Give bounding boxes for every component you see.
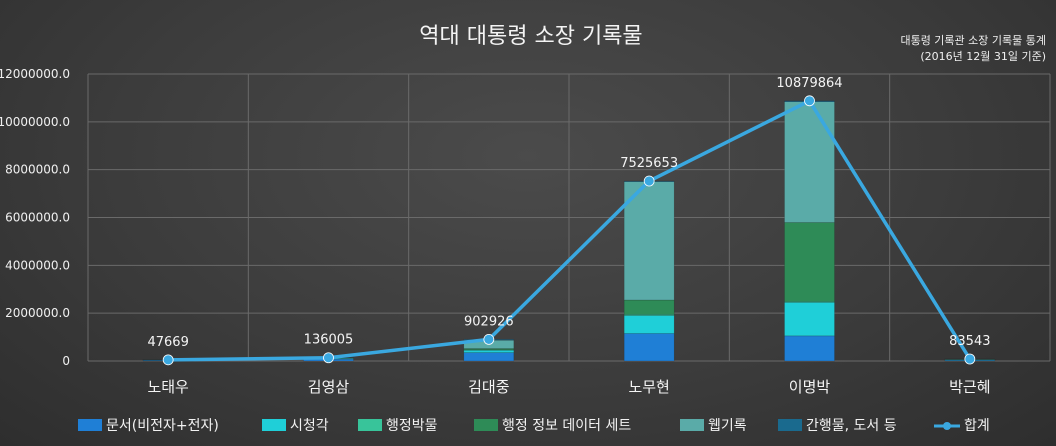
total-point (643, 175, 655, 187)
legend-label: 간행물, 도서 등 (806, 418, 897, 434)
y-tick-label: 0 (62, 354, 70, 368)
x-tick-label: 이명박 (789, 378, 831, 396)
bar-segment (463, 349, 515, 353)
bar-segment (623, 333, 675, 362)
y-tick-label: 4000000.0 (5, 258, 70, 272)
data-label: 902926 (464, 314, 514, 329)
legend-layer: 문서(비전자+전자) 시청각 행정박물 행정 정보 데이터 세트 웹기록 간행물, 도서 … (78, 418, 990, 434)
legend-label: 시청각 (290, 418, 329, 434)
legend-swatch (778, 419, 802, 431)
x-tick-label: 노무현 (628, 378, 669, 396)
legend-swatch (474, 419, 498, 431)
total-point (483, 334, 495, 345)
y-tick-label: 6000000.0 (5, 211, 70, 225)
bar-segment (623, 181, 675, 301)
total-point (964, 353, 976, 365)
total-point (804, 95, 815, 107)
x-tick-label: 노태우 (147, 378, 189, 396)
y-tick-label: 12000000.0 (0, 67, 70, 81)
legend-label: 문서(비전자+전자) (106, 418, 219, 434)
chart-subtitle-line1: 대통령 기록관 소장 기록물 통계 (900, 34, 1046, 47)
legend-swatch (262, 419, 286, 431)
y-tick-label: 8000000.0 (5, 163, 70, 177)
y-tick-label: 10000000.0 (0, 115, 70, 129)
legend-label: 행정 정보 데이터 세트 (502, 418, 631, 434)
x-tick-label: 김영삼 (308, 378, 350, 396)
grid-layer (87, 73, 1051, 362)
data-label: 7525653 (620, 156, 678, 171)
data-label: 136005 (304, 333, 354, 348)
total-point (323, 352, 334, 364)
x-tick-label: 김대중 (468, 378, 509, 396)
bar-segment (463, 352, 515, 362)
line-layer: 47669 136005 902926 7525653 10879864 83543 (147, 76, 991, 366)
data-label: 47669 (147, 335, 188, 350)
bar-segment (623, 315, 675, 334)
bar-segment (623, 299, 675, 315)
total-point (162, 354, 174, 366)
bar-segment (784, 101, 835, 223)
bar-segment (784, 222, 835, 302)
bar-segment (784, 302, 835, 337)
x-tick-label: 박근혜 (949, 378, 990, 396)
chart-subtitle-line2: (2016년 12월 31일 기준) (920, 49, 1046, 63)
data-label: 10879864 (776, 76, 842, 91)
data-label: 83543 (949, 334, 990, 349)
y-tick-label: 2000000.0 (5, 306, 70, 320)
legend-label: 행정박물 (386, 418, 438, 434)
legend-swatch (680, 419, 704, 431)
bar-segment (784, 335, 835, 362)
chart-title: 역대 대통령 소장 기록물 (419, 24, 642, 49)
legend-line-marker (943, 422, 951, 430)
legend-label: 합계 (964, 418, 990, 434)
legend-swatch (78, 419, 102, 431)
legend-swatch (358, 419, 382, 431)
legend-label: 웹기록 (708, 418, 747, 434)
axis-layer: 0 2000000.0 4000000.0 6000000.0 8000000.0 100… (0, 67, 991, 396)
total-line (168, 99, 972, 362)
